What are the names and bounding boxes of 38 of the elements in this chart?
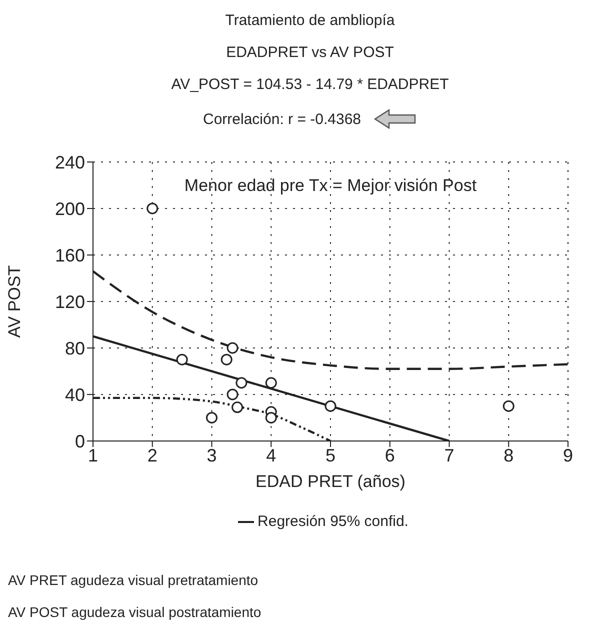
legend-label: Regresión 95% confid. — [258, 512, 408, 530]
x-axis-title: EDAD PRET (años) — [256, 472, 406, 492]
point — [176, 354, 188, 366]
y-tick-label: 200 — [54, 198, 85, 219]
point — [265, 377, 277, 389]
y-tick-label: 0 — [74, 431, 85, 452]
text: AV PRET agudeza visual pretratamiento — [8, 572, 258, 588]
x-tick-label: 5 — [325, 446, 336, 466]
x-tick-label: 6 — [384, 446, 395, 466]
x-tick-label: 8 — [504, 446, 514, 466]
text: AV_POST = 104.53 - 14.79 * EDADPRET — [170, 76, 450, 93]
point — [226, 342, 238, 354]
point — [502, 400, 514, 412]
y-tick-label: 40 — [64, 384, 85, 405]
text: Correlación: r = -0.4368 — [203, 110, 361, 128]
y-tick-label: 80 — [64, 338, 85, 358]
point — [226, 388, 238, 400]
y-axis-title: AV POST — [5, 265, 24, 338]
x-tick-label: 7 — [444, 446, 454, 466]
x-tick-label: 2 — [147, 446, 158, 466]
point — [265, 412, 277, 424]
x-tick-label: 9 — [562, 446, 574, 466]
point — [206, 412, 218, 424]
point — [324, 400, 336, 412]
x-tick-label: 1 — [88, 446, 98, 466]
point — [236, 377, 248, 389]
point — [232, 402, 244, 414]
text: AV POST agudeza visual postratamiento — [8, 604, 262, 620]
chart-title: Tratamiento de ambliopía — [224, 12, 396, 29]
x-tick-label: 3 — [206, 446, 217, 466]
annotation: Menor edad pre Tx = Mejor visión Post — [183, 176, 478, 196]
chart-subtitle: EDADPRET vs AV POST — [225, 44, 395, 61]
y-tick-label: 120 — [54, 292, 85, 312]
y-tick-label: 240 — [54, 152, 85, 172]
point — [146, 202, 158, 214]
point — [220, 354, 232, 366]
y-tick-label: 160 — [54, 245, 85, 266]
x-tick-label: 4 — [266, 446, 276, 466]
